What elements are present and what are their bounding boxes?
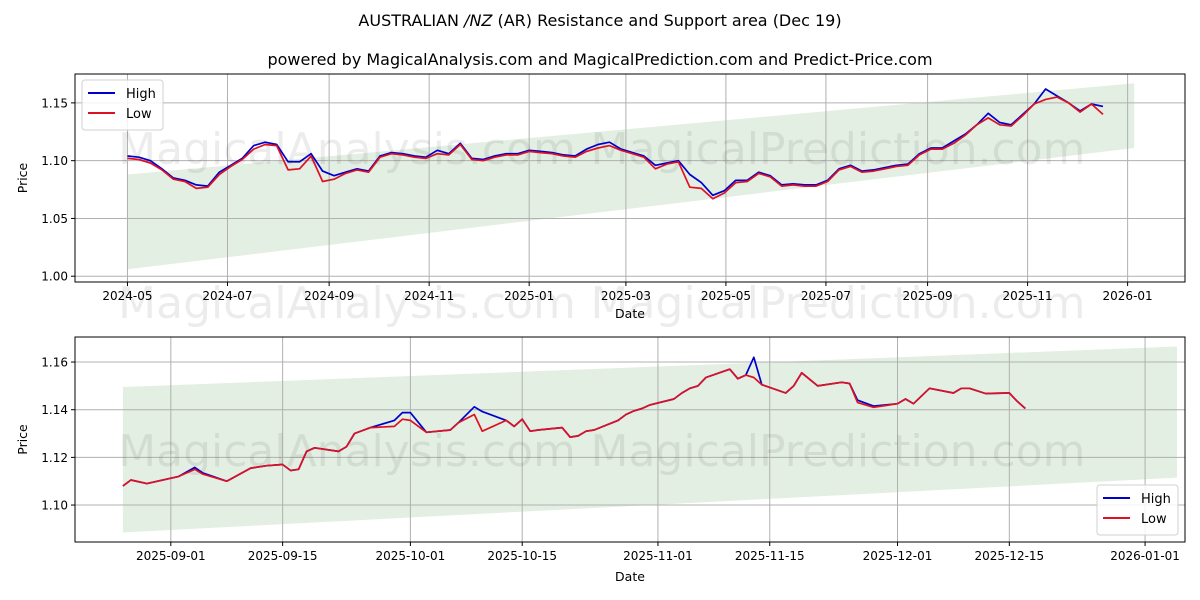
support-resistance-band — [127, 83, 1135, 270]
x-tick-label: 2025-11-15 — [735, 549, 805, 563]
x-tick-label: 2025-10-01 — [376, 549, 446, 563]
x-tick-label: 2025-11-01 — [623, 549, 693, 563]
y-tick-label: 1.14 — [41, 403, 68, 417]
series-low-line — [127, 96, 1104, 200]
legend: High Low — [1096, 484, 1179, 536]
watermark-magicalprediction: MagicalPrediction.com — [591, 426, 1086, 477]
legend-label-high: High — [1141, 492, 1171, 507]
x-tick-label: 2024-07 — [202, 289, 252, 303]
x-tick-label: 2024-09 — [304, 289, 354, 303]
x-axis-label: Date — [615, 569, 645, 584]
y-tick-label: 1.15 — [41, 96, 68, 110]
x-tick-label: 2024-11 — [404, 289, 454, 303]
y-tick-label: 1.12 — [41, 451, 68, 465]
y-axis-label: Price — [15, 162, 30, 193]
x-tick-label: 2025-09 — [903, 289, 953, 303]
watermark-magicalanalysis: MagicalAnalysis.com — [118, 278, 576, 329]
chart-panel-1: 2024-05 2024-07 2024-09 2024-11 2025-01 2025-… — [15, 73, 1186, 329]
legend-label-low: Low — [126, 107, 152, 122]
x-tick-label: 2025-03 — [601, 289, 651, 303]
chart-title: AUSTRALIAN /NZ (AR) Resistance and Suppo… — [358, 11, 842, 30]
y-axis-label: Price — [15, 424, 30, 455]
series-low-line — [122, 368, 1026, 487]
chart-panel-2: 2025-09-01 2025-09-15 2025-10-01 2025-10-15… — [15, 336, 1186, 584]
series-high-line — [127, 88, 1104, 197]
legend-label-high: High — [126, 87, 156, 102]
y-tick-label: 1.16 — [41, 356, 68, 370]
x-tick-label: 2025-10-15 — [487, 549, 557, 563]
legend: High Low — [81, 79, 164, 131]
x-tick-label: 2025-07 — [801, 289, 851, 303]
y-tick-label: 1.05 — [41, 212, 68, 226]
watermark-magicalprediction: MagicalPrediction.com — [591, 124, 1086, 175]
axes-frame — [74, 336, 1186, 543]
x-tick-label: 2025-09-15 — [248, 549, 318, 563]
support-resistance-band — [122, 346, 1178, 533]
x-tick-label: 2025-12-15 — [974, 549, 1044, 563]
axes-frame — [74, 73, 1186, 283]
x-tick-label: 2025-01 — [504, 289, 554, 303]
y-tick-label: 1.10 — [41, 499, 68, 513]
x-tick-label: 2025-09-01 — [136, 549, 206, 563]
legend-label-low: Low — [1141, 512, 1167, 527]
watermark-magicalanalysis: MagicalAnalysis.com — [118, 124, 576, 175]
x-tick-label: 2026-01-01 — [1110, 549, 1180, 563]
x-tick-label: 2025-05 — [701, 289, 751, 303]
watermark-magicalprediction: MagicalPrediction.com — [591, 278, 1086, 329]
watermark-magicalanalysis: MagicalAnalysis.com — [118, 426, 576, 477]
x-tick-label: 2025-12-01 — [863, 549, 933, 563]
y-tick-label: 1.00 — [41, 270, 68, 284]
x-tick-label: 2024-05 — [102, 289, 152, 303]
x-axis-label: Date — [615, 306, 645, 321]
x-tick-label: 2025-11 — [1003, 289, 1053, 303]
y-tick-label: 1.10 — [41, 154, 68, 168]
chart-subtitle: powered by MagicalAnalysis.com and Magic… — [267, 50, 933, 69]
x-tick-label: 2026-01 — [1103, 289, 1153, 303]
